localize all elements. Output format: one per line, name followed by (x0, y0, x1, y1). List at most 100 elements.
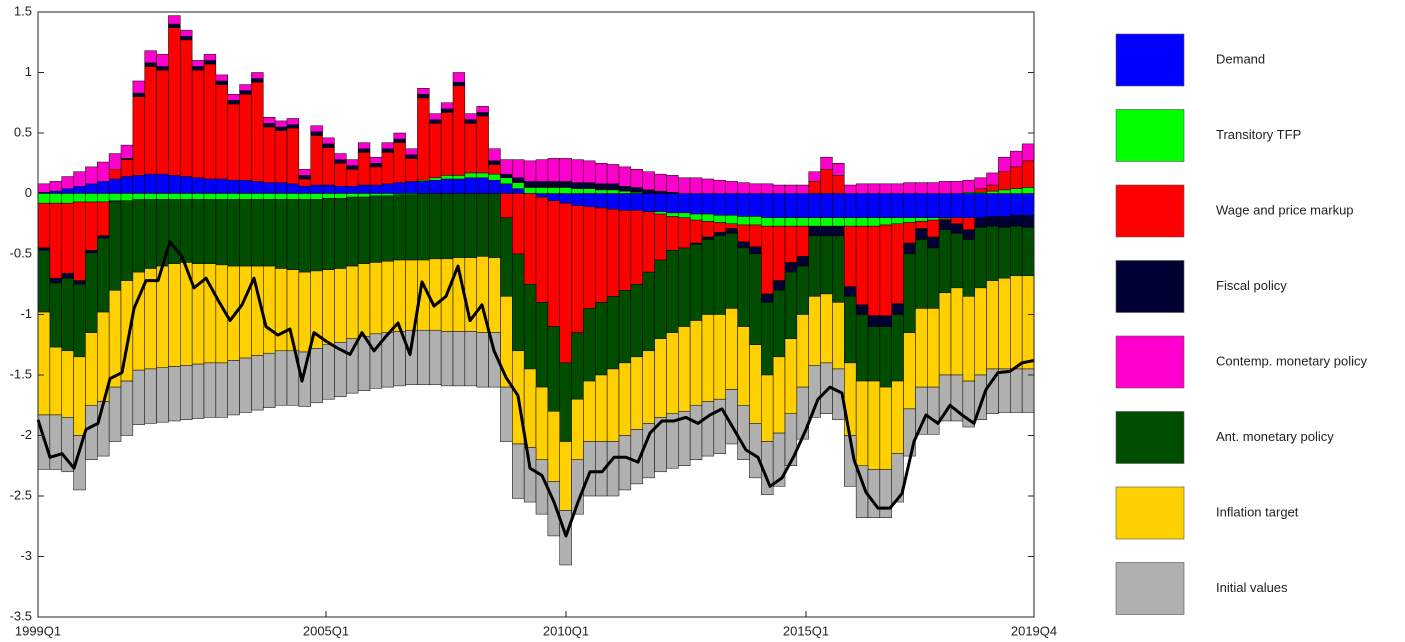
bar-segment (322, 193, 335, 199)
bar-segment (559, 193, 572, 204)
bar-segment (464, 172, 477, 179)
bar-segment (286, 199, 300, 270)
bar-segment (915, 217, 928, 222)
bar-segment (654, 259, 667, 339)
bar-segment (144, 199, 157, 269)
bar-segment (701, 178, 715, 194)
bar-segment (606, 189, 620, 194)
bar-segment (986, 216, 999, 227)
bar-segment (523, 447, 537, 503)
bar-segment (429, 329, 442, 385)
bar-segment (369, 156, 383, 164)
bar-segment (61, 188, 74, 194)
bar-segment (168, 175, 181, 194)
bar-segment (595, 183, 608, 191)
bar-segment (322, 269, 335, 346)
bar-segment (832, 302, 845, 370)
bar-segment (381, 152, 394, 185)
bar-segment (346, 196, 359, 267)
bar-segment (120, 193, 134, 202)
legend-swatch (1115, 33, 1185, 87)
bar-segment (49, 282, 62, 348)
bar-segment (1010, 150, 1023, 168)
bar-segment (251, 193, 264, 200)
bar-segment (191, 60, 205, 67)
bar-segment (796, 314, 809, 388)
bar-segment (701, 213, 715, 222)
bar-segment (855, 225, 869, 306)
bar-segment (452, 193, 466, 258)
bar-segment (85, 250, 98, 254)
bar-segment (772, 225, 786, 281)
bar-segment (595, 207, 608, 303)
bar-segment (761, 225, 774, 295)
bar-segment (417, 181, 430, 194)
bar-segment (998, 189, 1011, 194)
bar-segment (263, 193, 276, 200)
bar-segment (583, 193, 596, 208)
legend-swatch (1115, 486, 1185, 540)
bar-segment (737, 224, 750, 243)
bar-segment (322, 344, 335, 400)
bar-segment (97, 401, 110, 457)
bar-segment (322, 137, 335, 145)
bar-segment (357, 193, 371, 198)
bar-segment (713, 179, 726, 194)
bar-segment (476, 193, 489, 257)
bar-segment (357, 184, 371, 194)
bar-segment (263, 199, 276, 267)
bar-segment (986, 280, 999, 370)
bar-segment (156, 54, 169, 67)
bar-segment (950, 223, 964, 234)
bar-segment (749, 224, 762, 247)
bar-segment (381, 261, 394, 333)
bar-segment (120, 380, 134, 436)
bar-segment (500, 173, 513, 179)
bar-segment (227, 199, 240, 267)
bar-segment (203, 178, 217, 194)
bar-segment (180, 29, 193, 37)
bar-segment (927, 236, 940, 249)
bar-segment (749, 193, 762, 217)
bar-segment (678, 326, 691, 412)
legend: Demand Transitory TFP Wage and price marku… (1115, 33, 1368, 615)
x-tick-label: 2005Q1 (303, 623, 349, 638)
bar-segment (191, 66, 205, 71)
bar-segment (73, 193, 86, 203)
bar-segment (772, 184, 786, 194)
bar-segment (144, 193, 157, 200)
bar-segment (310, 348, 323, 404)
bar-segment (832, 368, 845, 421)
bar-segment (808, 217, 821, 227)
bar-segment (950, 233, 964, 289)
bar-segment (986, 190, 999, 194)
bar-segment (156, 66, 169, 71)
bar-segment (61, 277, 74, 352)
bar-segment (583, 188, 596, 194)
bar-segment (654, 213, 667, 261)
bar-segment (168, 23, 181, 28)
bar-segment (97, 193, 110, 203)
bar-segment (108, 193, 122, 202)
bar-segment (547, 481, 560, 537)
bar-segment (891, 303, 904, 315)
bar-segment (215, 80, 228, 85)
bar-segment (393, 132, 406, 140)
bar-segment (251, 72, 264, 79)
x-tick-label: 2015Q1 (783, 623, 829, 638)
legend-swatch (1115, 562, 1185, 615)
bar-segment (938, 229, 952, 293)
bar-segment (915, 239, 928, 309)
bar-segment (535, 302, 549, 388)
legend-label: Ant. monetary policy (1216, 429, 1334, 444)
bar-segment (73, 185, 86, 194)
bar-segment (417, 97, 430, 181)
bar-segment (49, 414, 62, 470)
bar-segment (772, 280, 786, 291)
bar-segment (440, 175, 454, 180)
y-tick-label: -1.5 (10, 366, 32, 381)
bar-segment (986, 184, 999, 192)
bar-segment (108, 169, 122, 180)
bar-segment (938, 193, 952, 218)
bar-segment (85, 183, 98, 194)
